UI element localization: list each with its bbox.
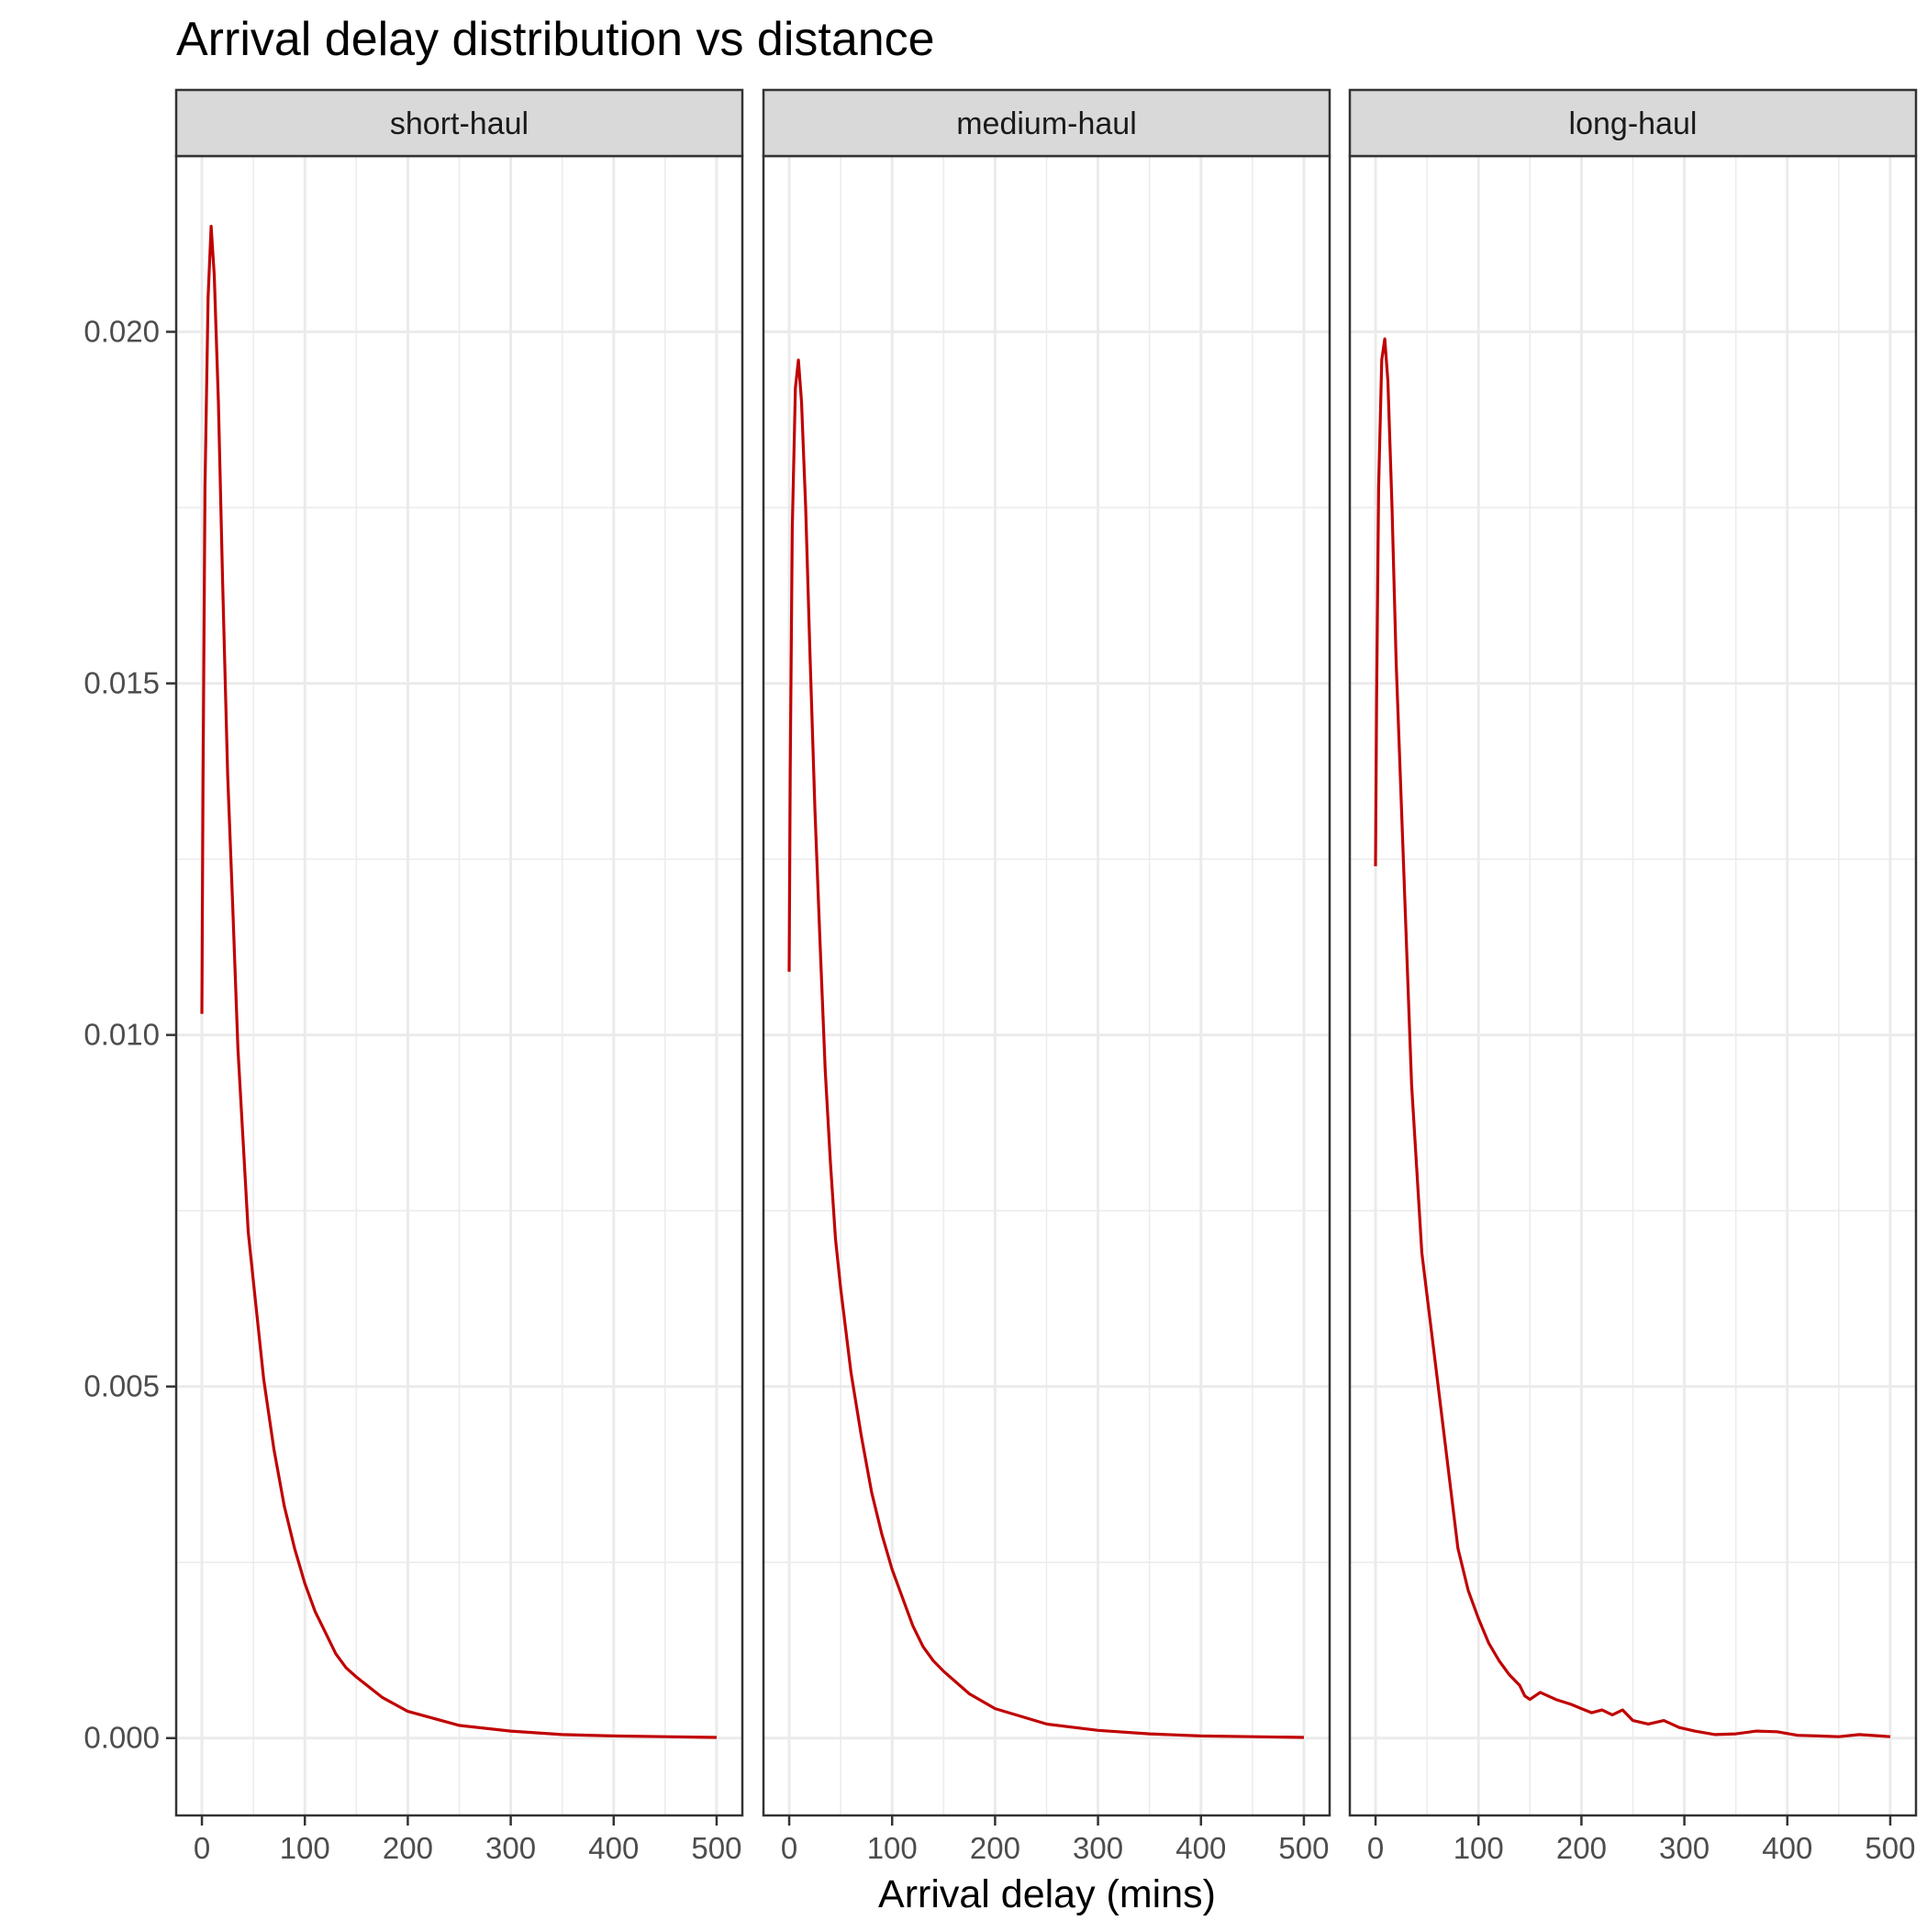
y-tick-label: 0.020 (84, 315, 160, 349)
facet-strip (174, 88, 744, 158)
facet-strip-label: short-haul (390, 106, 529, 141)
x-tick-label: 0 (1367, 1831, 1384, 1865)
x-tick-label: 400 (1762, 1831, 1812, 1865)
y-tick-label: 0.000 (84, 1721, 160, 1755)
density-line-long-haul (1374, 337, 1891, 1738)
x-tick-label: 200 (970, 1831, 1020, 1865)
y-tick-label: 0.015 (84, 666, 160, 700)
facet-panel-medium-haul: medium-haul 0 100 200 300 400 500 (762, 88, 1331, 1865)
x-tick-label: 300 (1659, 1831, 1710, 1865)
density-line-medium-haul (787, 358, 1305, 1739)
x-tick-label: 0 (194, 1831, 210, 1865)
facet-panels: 0.000 0.005 0.010 0.015 0.020 short-haul 0 100 2… (84, 88, 1918, 1865)
x-tick-label: 200 (383, 1831, 433, 1865)
x-tick-label: 500 (691, 1831, 741, 1865)
x-tick-label: 500 (1865, 1831, 1915, 1865)
x-tick-label: 0 (781, 1831, 797, 1865)
facet-strip (762, 88, 1331, 158)
x-tick-label: 500 (1278, 1831, 1329, 1865)
x-tick-label: 400 (588, 1831, 639, 1865)
x-axis-title: Arrival delay (mins) (878, 1872, 1216, 1916)
x-tick-label: 300 (1073, 1831, 1123, 1865)
facet-strip-label: medium-haul (956, 106, 1137, 141)
y-tick-label: 0.005 (84, 1369, 160, 1403)
x-tick-label: 100 (1454, 1831, 1504, 1865)
facet-strip-label: long-haul (1569, 106, 1698, 141)
x-tick-label: 100 (867, 1831, 918, 1865)
chart-title: Arrival delay distribution vs distance (176, 13, 935, 66)
x-tick-label: 300 (485, 1831, 536, 1865)
x-tick-label: 200 (1556, 1831, 1607, 1865)
facet-panel-long-haul: long-haul 0 100 200 300 400 500 (1348, 88, 1918, 1865)
facet-strip (1348, 88, 1918, 158)
density-line-short-haul (200, 225, 718, 1739)
x-tick-label: 400 (1175, 1831, 1226, 1865)
x-tick-label: 100 (280, 1831, 330, 1865)
facet-panel-short-haul: short-haul 0 100 200 300 400 500 (174, 88, 744, 1865)
y-tick-label: 0.010 (84, 1018, 160, 1052)
